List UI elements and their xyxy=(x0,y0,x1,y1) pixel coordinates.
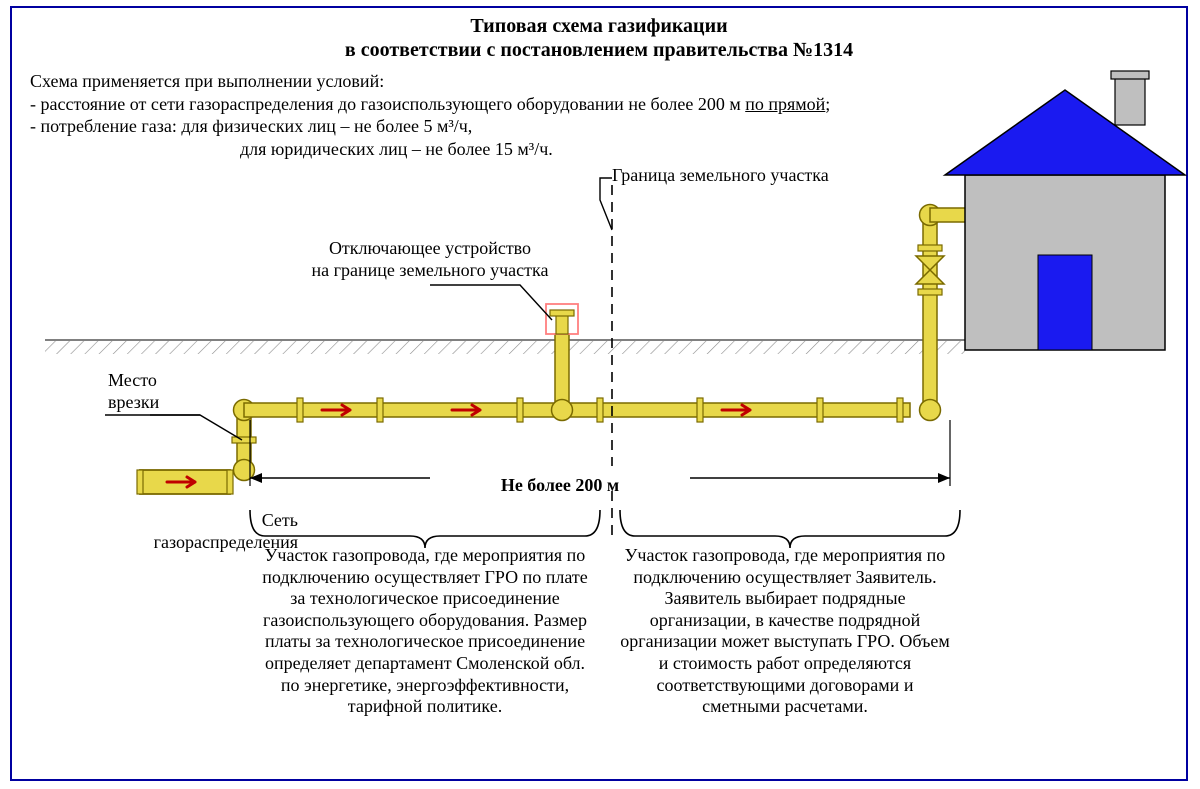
net-l1: Сеть xyxy=(128,510,298,532)
tap-l1: Место xyxy=(108,370,188,392)
right-block-text: Участок газопровода, где мероприятия по … xyxy=(620,545,950,718)
tap-l2: врезки xyxy=(108,392,188,414)
tap-label: Место врезки xyxy=(108,370,188,413)
boundary-label: Граница земельного участка xyxy=(612,165,872,187)
shutoff-label: Отключающее устройство на границе земель… xyxy=(290,238,570,281)
shutoff-l1: Отключающее устройство xyxy=(290,238,570,260)
distance-label: Не более 200 м xyxy=(430,475,690,497)
left-block-text: Участок газопровода, где мероприятия по … xyxy=(260,545,590,718)
shutoff-l2: на границе земельного участка xyxy=(290,260,570,282)
